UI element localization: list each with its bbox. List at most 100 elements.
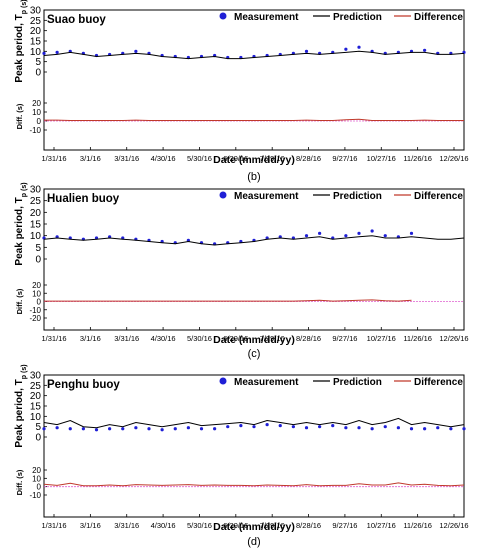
legend-measurement-marker [219, 191, 227, 199]
y-tick-label: 30 [30, 371, 42, 382]
measurement-point [121, 427, 125, 431]
x-tick-label: 10/27/16 [367, 521, 396, 530]
x-axis-label: Date (mm/dd/yy) [213, 154, 295, 166]
measurement-point [68, 427, 72, 431]
measurement-point [331, 424, 335, 428]
x-tick-label: 3/31/16 [114, 521, 139, 530]
difference-line [44, 300, 451, 301]
measurement-point [318, 425, 322, 429]
diff-y-tick-label: 0 [37, 483, 42, 492]
measurement-point [42, 427, 46, 431]
diff-y-axis-label: Diff. (s) [15, 103, 24, 129]
x-tick-label: 3/1/16 [80, 154, 101, 163]
measurement-point [344, 426, 348, 430]
panel-title: Penghu buoy [47, 379, 120, 391]
measurement-point [173, 427, 177, 431]
diff-y-tick-label: -10 [29, 126, 41, 135]
measurement-point [396, 426, 400, 430]
y-axis-label-subscript: p (s) [21, 182, 28, 197]
y-tick-label: 0 [35, 433, 41, 444]
measurement-point [304, 234, 309, 238]
y-tick-label: 20 [30, 208, 42, 219]
x-tick-label: 10/27/16 [367, 154, 396, 163]
measurement-point [134, 49, 138, 53]
measurement-point [409, 427, 414, 431]
x-tick-label: 3/1/16 [80, 334, 101, 343]
legend-measurement-label: Measurement [234, 377, 299, 388]
y-axis-label: Peak period, Tp (s) [14, 0, 28, 83]
y-tick-label: 10 [30, 47, 42, 58]
diff-y-tick-label: 20 [32, 99, 41, 108]
measurement-point [94, 428, 99, 432]
measurement-point [423, 427, 427, 431]
y-axis-label-subscript: p (s) [21, 364, 28, 379]
y-tick-label: 30 [30, 185, 42, 196]
x-tick-label: 12/26/16 [439, 154, 468, 163]
diff-y-tick-label: 10 [32, 474, 41, 483]
legend-prediction-label: Prediction [333, 377, 382, 388]
y-tick-label: 25 [30, 16, 42, 27]
panel-title: Hualien buoy [47, 193, 120, 205]
measurement-point [449, 427, 453, 431]
measurement-point [81, 427, 85, 431]
x-tick-label: 10/27/16 [367, 334, 396, 343]
x-tick-label: 7/29/16 [260, 521, 285, 530]
diff-y-tick-label: 10 [32, 289, 41, 298]
measurement-point [462, 427, 466, 431]
diff-y-axis-label: Diff. (s) [15, 288, 24, 314]
plot-frame [43, 9, 465, 151]
y-tick-label: 20 [30, 391, 42, 402]
prediction-line [43, 50, 465, 60]
y-tick-label: 30 [30, 6, 42, 17]
y-axis-label: Peak period, Tp (s) [14, 182, 28, 265]
y-axis-label: Peak period, Tp (s) [14, 364, 28, 447]
y-tick-label: 15 [30, 220, 42, 231]
y-tick-label: 10 [30, 412, 42, 423]
difference-line [43, 482, 465, 487]
x-tick-label: 8/28/16 [296, 334, 321, 343]
measurement-point [383, 234, 387, 238]
legend-prediction-label: Prediction [333, 191, 382, 202]
y-tick-label: 5 [35, 422, 41, 433]
diff-y-tick-label: 20 [32, 466, 41, 475]
legend-measurement-marker [219, 12, 227, 20]
x-tick-label: 11/26/16 [403, 521, 432, 530]
measurement-point [344, 234, 348, 238]
legend-measurement-marker [219, 377, 227, 385]
x-tick-label: 6/29/16 [223, 334, 248, 343]
x-tick-label: 1/31/16 [41, 334, 66, 343]
x-tick-label: 6/29/16 [223, 154, 248, 163]
measurement-point [213, 427, 217, 431]
prediction-line [43, 235, 465, 246]
x-tick-label: 7/29/16 [260, 334, 285, 343]
y-tick-label: 0 [35, 68, 41, 79]
x-tick-label: 5/30/16 [187, 521, 212, 530]
measurement-point [318, 231, 322, 235]
measurement-point [423, 48, 427, 52]
plot-frame [43, 188, 465, 331]
legend-measurement-label: Measurement [234, 191, 299, 202]
diff-y-axis-label: Diff. (s) [15, 469, 24, 495]
measurement-point [370, 427, 374, 431]
x-tick-label: 5/30/16 [187, 154, 212, 163]
diff-y-tick-label: 0 [37, 117, 42, 126]
y-tick-label: 10 [30, 231, 42, 242]
panel-label: (d) [247, 536, 260, 548]
x-tick-label: 12/26/16 [439, 521, 468, 530]
y-tick-label: 5 [35, 243, 41, 254]
legend-difference-label: Difference [414, 12, 463, 23]
y-axis-label-subscript: p (s) [21, 0, 28, 14]
difference-line [44, 118, 464, 121]
x-tick-label: 4/30/16 [151, 334, 176, 343]
measurement-point [226, 425, 230, 429]
prediction-line [43, 417, 465, 429]
legend-measurement-label: Measurement [234, 12, 299, 23]
measurement-point [370, 229, 374, 233]
measurement-point [344, 47, 348, 51]
measurement-point [357, 426, 361, 430]
x-tick-label: 4/30/16 [151, 521, 176, 530]
x-tick-label: 9/27/16 [332, 334, 357, 343]
